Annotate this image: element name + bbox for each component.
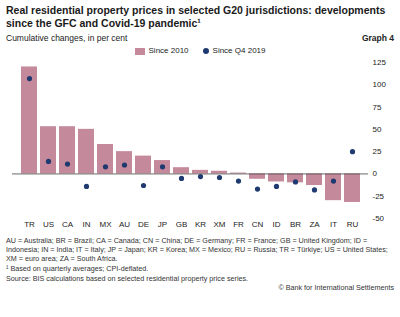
svg-text:GB: GB	[176, 220, 188, 229]
svg-text:RU: RU	[347, 220, 359, 229]
svg-text:XM: XM	[214, 220, 226, 229]
svg-text:BR: BR	[290, 220, 301, 229]
svg-text:IT: IT	[330, 220, 337, 229]
html-text:Source: BIS calculations based: Source: BIS calculations based on select…	[6, 274, 249, 283]
svg-text:125: 125	[373, 58, 387, 67]
html-text:¹ Based on quarterly averages;: ¹ Based on quarterly averages; CPI-defla…	[6, 264, 149, 273]
svg-text:JP: JP	[158, 220, 167, 229]
svg-text:25: 25	[373, 147, 382, 156]
svg-text:50: 50	[373, 125, 382, 134]
svg-text:KR: KR	[195, 220, 206, 229]
svg-text:US: US	[43, 220, 54, 229]
html-text:AU = Australia; BR = Brazil; C: AU = Australia; BR = Brazil; CA = Canada…	[6, 236, 388, 263]
html-text:Since 2010: Since 2010	[148, 46, 189, 55]
svg-text:CN: CN	[252, 220, 264, 229]
html-text:© Bank for International Settl: © Bank for International Settlements	[278, 283, 394, 292]
svg-text:ID: ID	[273, 220, 281, 229]
svg-text:DE: DE	[138, 220, 149, 229]
svg-text:CA: CA	[62, 220, 74, 229]
svg-text:0: 0	[373, 169, 378, 178]
svg-text:100: 100	[373, 80, 387, 89]
svg-text:-25: -25	[373, 192, 385, 201]
html-text:Since Q4 2019: Since Q4 2019	[212, 46, 266, 55]
svg-text:AU: AU	[119, 220, 130, 229]
svg-text:TR: TR	[24, 220, 35, 229]
html-text:Graph 4: Graph 4	[361, 33, 394, 43]
html-text:Real residential property pric: Real residential property prices in sele…	[6, 4, 386, 29]
svg-text:IN: IN	[83, 220, 91, 229]
svg-text:FR: FR	[233, 220, 244, 229]
html-text:Cumulative changes, in per cen: Cumulative changes, in per cent	[6, 33, 128, 43]
svg-text:ZA: ZA	[309, 220, 320, 229]
svg-text:75: 75	[373, 103, 382, 112]
svg-text:-50: -50	[373, 214, 385, 223]
svg-text:MX: MX	[100, 220, 113, 229]
